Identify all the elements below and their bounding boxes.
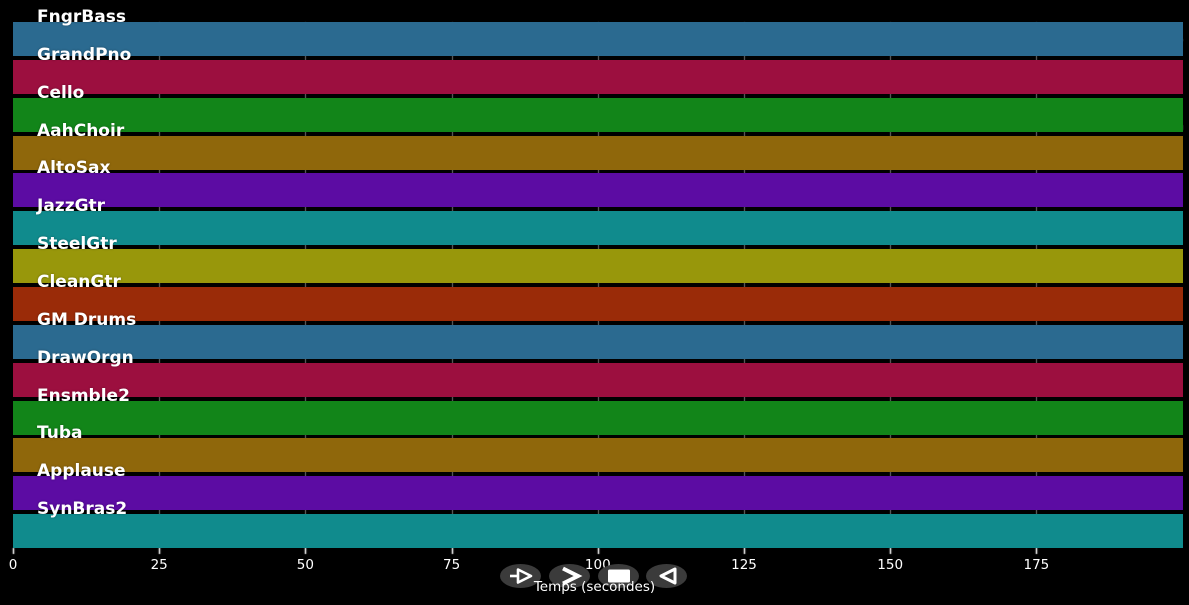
track-label-steelgtr: SteelGtr — [37, 234, 117, 255]
track-band-grandpno — [13, 59, 1183, 94]
axis-tick-label-125: 125 — [731, 557, 757, 573]
track-band-steelgtr — [13, 249, 1183, 284]
axis-tick-label-175: 175 — [1023, 557, 1050, 573]
track-band-synbras2 — [13, 514, 1183, 549]
track-band-altosax — [13, 173, 1183, 208]
track-label-ensmble2: Ensmble2 — [37, 385, 130, 406]
track-band-draworgn — [13, 362, 1183, 397]
track-label-cello: Cello — [37, 82, 85, 103]
stop-icon — [607, 569, 630, 583]
track-label-grandpno: GrandPno — [37, 44, 132, 65]
track-label-aahchoir: AahChoir — [37, 120, 125, 141]
axis-tick-label-150: 150 — [877, 557, 904, 573]
track-band-gm-drums — [13, 324, 1183, 359]
track-band-aahchoir — [13, 135, 1183, 170]
track-label-cleangtr: CleanGtr — [37, 271, 121, 292]
track-label-tuba: Tuba — [37, 423, 83, 444]
track-band-applause — [13, 476, 1183, 511]
track-label-applause: Applause — [37, 461, 126, 482]
track-label-draworgn: DrawOrgn — [37, 347, 134, 368]
track-band-fngrbass — [13, 22, 1183, 56]
axis-tick-label-25: 25 — [150, 557, 168, 573]
track-band-ensmble2 — [13, 400, 1183, 435]
play-icon — [509, 568, 532, 584]
rewind-button[interactable] — [646, 564, 687, 588]
axis-tick-label-75: 75 — [443, 557, 461, 573]
rewind-icon — [659, 567, 676, 585]
play-button[interactable] — [500, 564, 541, 588]
fast-forward-button[interactable] — [549, 564, 590, 588]
track-band-cleangtr — [13, 286, 1183, 321]
track-label-synbras2: SynBras2 — [37, 499, 128, 520]
axis-tick-label-0: 0 — [8, 557, 18, 573]
track-label-fngrbass: FngrBass — [37, 7, 126, 27]
track-label-jazzgtr: JazzGtr — [37, 196, 106, 217]
track-band-cello — [13, 97, 1183, 132]
track-label-altosax: AltoSax — [37, 158, 111, 179]
track-label-gm-drums: GM Drums — [37, 309, 137, 330]
stop-button[interactable] — [598, 564, 639, 588]
x-axis-label: Temps (secondes) — [533, 579, 656, 595]
track-band-tuba — [13, 438, 1183, 473]
axis-tick-label-50: 50 — [296, 557, 314, 573]
track-band-jazzgtr — [13, 211, 1183, 246]
fast-forward-icon — [561, 566, 582, 586]
